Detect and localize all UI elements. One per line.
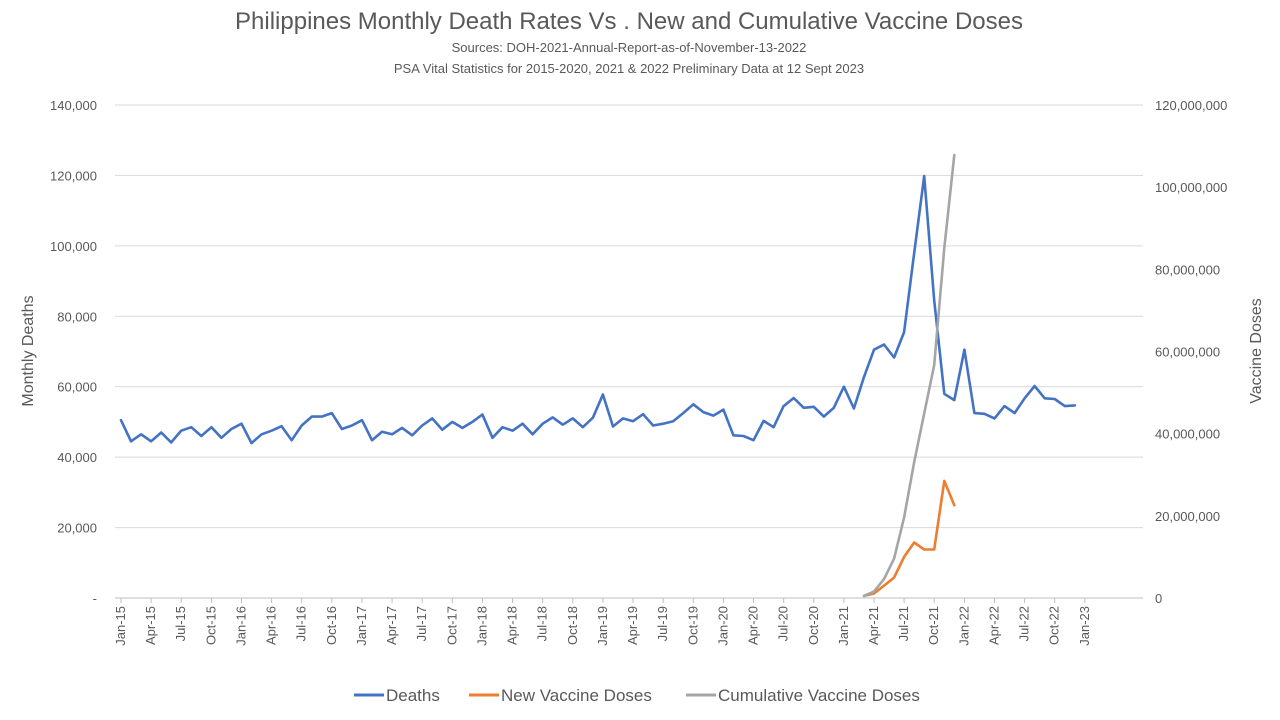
x-tick-label: Oct-16 bbox=[324, 606, 339, 645]
x-tick-label: Apr-15 bbox=[143, 606, 158, 645]
legend: Deaths New Vaccine Doses Cumulative Vaccin… bbox=[354, 686, 920, 705]
gridlines bbox=[115, 104, 1143, 599]
x-axis-ticks: Jan-15 Apr-15 Jul-15 Oct-15 Jan-16 Apr-16 Jul-… bbox=[113, 598, 1092, 646]
y2-tick-label: 100,000,000 bbox=[1155, 180, 1227, 195]
y2-tick-label: 120,000,000 bbox=[1155, 98, 1227, 113]
chart-subtitle-sources: Sources: DOH-2021-Annual-Report-as-of-No… bbox=[452, 40, 807, 55]
series-line-deaths bbox=[119, 174, 1077, 445]
x-tick-label: Jan-19 bbox=[595, 606, 610, 646]
series-lines bbox=[119, 153, 1077, 598]
x-tick-label: Apr-20 bbox=[746, 606, 761, 645]
x-tick-label: Jul-17 bbox=[414, 606, 429, 641]
x-tick-label: Apr-22 bbox=[986, 606, 1001, 645]
x-tick-label: Jul-21 bbox=[896, 606, 911, 641]
chart-title: Philippines Monthly Death Rates Vs . New… bbox=[235, 8, 1023, 35]
x-tick-label: Oct-18 bbox=[565, 606, 580, 645]
x-tick-label: Jan-21 bbox=[836, 606, 851, 646]
x-tick-label: Oct-22 bbox=[1047, 606, 1062, 645]
x-tick-label: Jul-18 bbox=[535, 606, 550, 641]
legend-label-new-vaccine-doses: New Vaccine Doses bbox=[501, 686, 652, 705]
x-tick-label: Apr-17 bbox=[384, 606, 399, 645]
y-tick-label: 40,000 bbox=[57, 450, 97, 465]
x-tick-label: Jul-16 bbox=[294, 606, 309, 641]
y-tick-label: 120,000 bbox=[50, 168, 97, 183]
y-axis-left-title: Monthly Deaths bbox=[20, 295, 37, 406]
y2-tick-label: 20,000,000 bbox=[1155, 509, 1220, 524]
y-axis-left-ticks: - 20,000 40,000 60,000 80,000 100,000 120,000 1… bbox=[50, 98, 97, 606]
legend-label-deaths: Deaths bbox=[386, 686, 440, 705]
y2-tick-label: 80,000,000 bbox=[1155, 262, 1220, 277]
x-tick-label: Apr-21 bbox=[866, 606, 881, 645]
x-tick-label: Oct-15 bbox=[203, 606, 218, 645]
y-tick-label: 100,000 bbox=[50, 239, 97, 254]
x-tick-label: Jan-16 bbox=[233, 606, 248, 646]
x-tick-label: Apr-16 bbox=[264, 606, 279, 645]
x-tick-label: Jan-17 bbox=[354, 606, 369, 646]
x-tick-label: Apr-19 bbox=[625, 606, 640, 645]
x-tick-label: Oct-17 bbox=[444, 606, 459, 645]
x-tick-label: Jul-22 bbox=[1017, 606, 1032, 641]
y-tick-label: 20,000 bbox=[57, 521, 97, 536]
series-line-new-vaccine-doses bbox=[862, 479, 956, 598]
y-axis-right-title: Vaccine Doses bbox=[1248, 298, 1265, 404]
x-tick-label: Jan-18 bbox=[474, 606, 489, 646]
x-tick-label: Jul-15 bbox=[173, 606, 188, 641]
x-tick-label: Oct-20 bbox=[806, 606, 821, 645]
y2-tick-label: 0 bbox=[1155, 591, 1162, 606]
y-tick-label: 80,000 bbox=[57, 309, 97, 324]
y-tick-label: 60,000 bbox=[57, 380, 97, 395]
y2-tick-label: 40,000,000 bbox=[1155, 427, 1220, 442]
legend-label-cumulative-vaccine-doses: Cumulative Vaccine Doses bbox=[718, 686, 920, 705]
series-line-cumulative-vaccine-doses bbox=[862, 153, 956, 598]
y-axis-right-ticks: 0 20,000,000 40,000,000 60,000,000 80,000,00… bbox=[1155, 98, 1227, 606]
x-tick-label: Oct-19 bbox=[685, 606, 700, 645]
x-tick-label: Jan-15 bbox=[113, 606, 128, 646]
x-tick-label: Jul-19 bbox=[655, 606, 670, 641]
y2-tick-label: 60,000,000 bbox=[1155, 345, 1220, 360]
x-tick-label: Jan-20 bbox=[715, 606, 730, 646]
chart-subtitle-psa: PSA Vital Statistics for 2015-2020, 2021… bbox=[394, 61, 864, 76]
x-tick-label: Jul-20 bbox=[776, 606, 791, 641]
x-tick-label: Jan-22 bbox=[956, 606, 971, 646]
y-tick-label: - bbox=[93, 591, 97, 606]
x-tick-label: Jan-23 bbox=[1077, 606, 1092, 646]
y-tick-label: 140,000 bbox=[50, 98, 97, 113]
x-tick-label: Apr-18 bbox=[505, 606, 520, 645]
x-tick-label: Oct-21 bbox=[926, 606, 941, 645]
